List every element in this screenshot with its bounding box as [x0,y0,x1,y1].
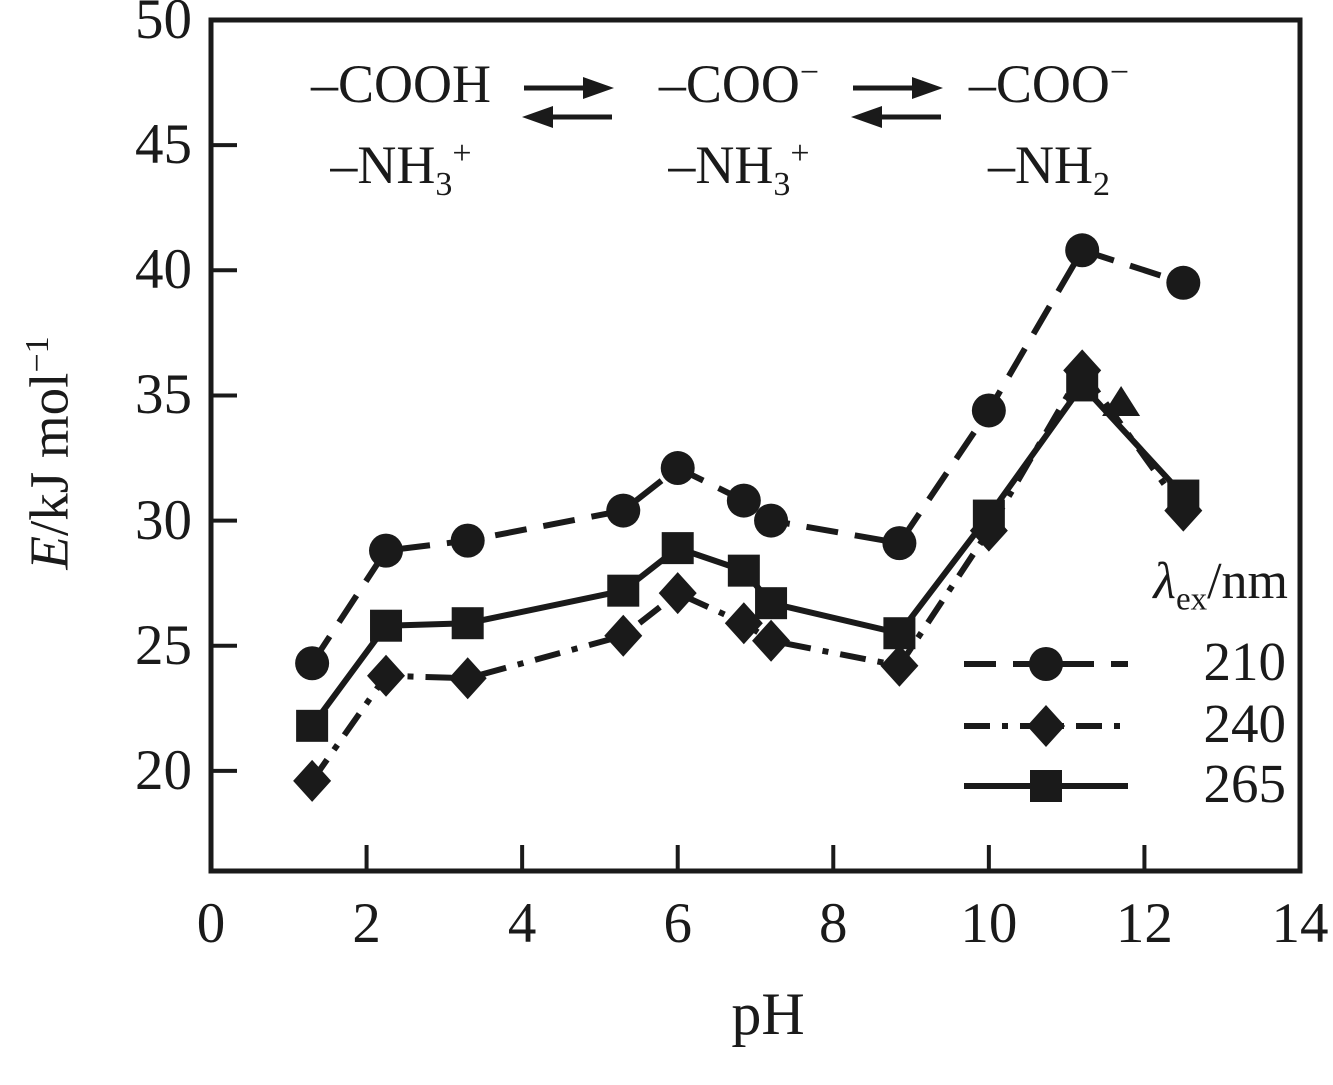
circle-marker-210 [882,526,917,561]
square-marker-265 [727,554,760,587]
diamond-marker-240 [752,619,791,662]
equilibrium-arrows-icon [522,77,614,128]
x-tick-label: 2 [352,892,381,955]
y-axis-label-units: /kJ mol [18,372,80,537]
x-tick-label: 4 [507,892,537,955]
y-tick-label: 35 [135,363,192,427]
square-marker-265 [1066,369,1099,402]
y-tick-label: 45 [135,113,192,177]
circle-marker-210 [660,451,695,486]
square-marker-265 [755,587,788,620]
diamond-marker-240 [367,654,406,697]
legend-label-265: 265 [1203,753,1287,814]
y-tick-label: 30 [135,488,192,552]
diamond-marker-240 [604,614,643,657]
legend-sample-marker-240 [1027,705,1065,747]
diamond-marker-240 [724,602,763,645]
chem-line-coo: –COO− [658,54,820,114]
legend-line-sample-265 [964,770,1128,802]
square-marker-265 [972,499,1005,532]
circle-marker-210 [1065,233,1100,268]
legend-entry-240: 240 [962,693,1292,756]
legend-label-240: 240 [1203,693,1287,754]
y-tick-label: 20 [135,738,192,802]
circle-marker-210 [726,483,761,518]
plot-frame [208,17,1303,874]
chemical-species-high-ph: –COO− –NH2 [934,38,1164,220]
legend-entry-265: 265 [962,753,1292,816]
x-tick-label: 8 [819,892,848,955]
legend-title-subscript: ex [1175,581,1208,618]
legend-line-sample-210 [964,647,1128,681]
circle-marker-210 [754,503,789,538]
y-axis-label-symbol: E [18,536,80,570]
circle-marker-210 [1166,265,1201,300]
chemical-species-mid-ph: –COO− –NH3+ [624,38,854,220]
square-marker-265 [296,709,329,742]
chem-line-coo: –COO− [968,54,1130,114]
legend-entry-210: 210 [962,631,1292,694]
diamond-marker-240 [293,759,332,802]
lambda-symbol: λ [1153,553,1176,610]
x-tick-label: 10 [960,892,1018,955]
x-axis-label: pH [731,981,805,1047]
square-marker-265 [451,607,484,640]
legend-title-units: /nm [1207,553,1288,610]
circle-marker-210 [450,523,485,558]
y-axis-label-exponent: −1 [19,336,56,373]
equilibrium-arrows-icon [851,77,943,128]
circle-marker-210 [971,393,1006,428]
diamond-marker-240 [448,657,487,700]
y-tick-label: 50 [135,0,192,51]
square-marker-265 [607,574,640,607]
diamond-marker-240 [658,572,697,615]
square-marker-265 [661,532,694,565]
x-tick-label: 6 [663,892,692,955]
square-marker-265 [883,617,916,650]
circle-marker-210 [606,493,641,528]
x-tick-label: 12 [1115,892,1173,955]
square-marker-265 [1167,479,1200,512]
legend-title: λex/nm [1000,552,1288,618]
diamond-marker-240 [880,644,919,687]
legend-line-sample-240 [964,705,1128,747]
circle-marker-210 [369,533,404,568]
y-axis-label: E/kJ mol−1 [3,153,79,753]
chem-line-nh2: –NH2 [988,135,1110,203]
circle-marker-210 [295,646,330,681]
chem-line-nh3: –NH3+ [330,135,472,203]
legend-sample-marker-210 [1029,647,1063,681]
x-tick-label: 14 [1271,892,1329,955]
y-tick-label: 25 [135,613,192,677]
chem-line-cooh: –COOH [310,54,491,114]
extra-triangle-marker [1102,385,1141,416]
legend-label-210: 210 [1203,631,1287,692]
chem-line-nh3: –NH3+ [668,135,810,203]
y-tick-label: 40 [135,238,192,302]
square-marker-265 [370,609,403,642]
x-tick-label: 0 [196,892,226,955]
chemical-species-low-ph: –COOH –NH3+ [286,38,516,220]
legend-sample-marker-265 [1030,770,1062,802]
